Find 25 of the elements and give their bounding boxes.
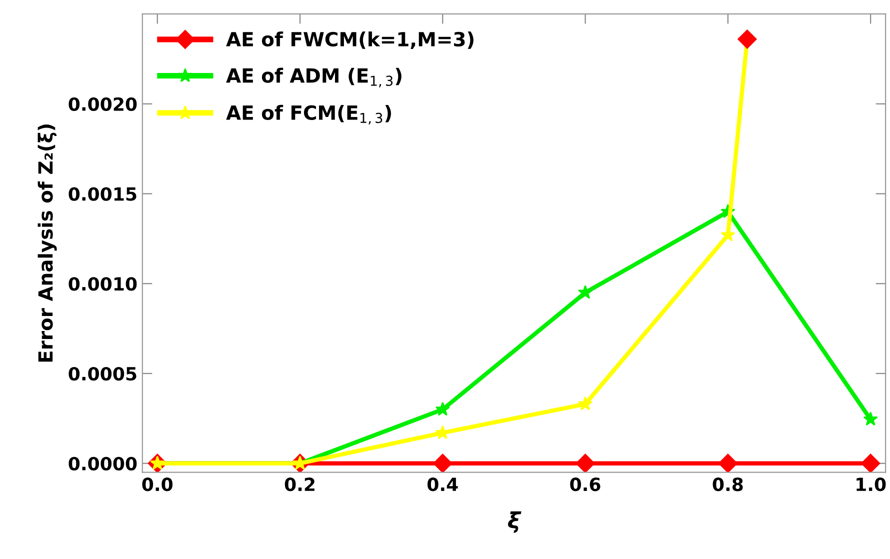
x-tick-label: 0.4 — [428, 478, 458, 492]
point — [738, 30, 757, 49]
legend-label: AE of FWCM(k=1,M=3) — [226, 31, 474, 50]
x-axis-title: ξ — [508, 511, 522, 533]
point — [576, 454, 595, 472]
x-tick-label: 0.0 — [142, 478, 173, 492]
x-tick-label: 0.6 — [570, 478, 600, 492]
y-tick-label: 0.0015 — [68, 187, 136, 201]
y-axis-title: Error Analysis of Z₂(ξ) — [38, 124, 57, 362]
x-tick-label: 1.0 — [856, 478, 886, 492]
point — [861, 454, 880, 472]
x-tick-label: 0.2 — [284, 478, 314, 492]
point — [433, 454, 452, 472]
legend-label: AE of FCM(E$_{1,3}$) — [226, 104, 391, 124]
y-tick-label: 0.0020 — [68, 97, 137, 111]
y-tick-label: 0.0010 — [68, 277, 137, 291]
x-tick-label: 0.8 — [712, 478, 743, 492]
legend-label: AE of ADM (E$_{1,3}$) — [226, 68, 402, 88]
y-tick-label: 0.0005 — [68, 366, 136, 381]
point — [578, 396, 593, 410]
y-tick-label: 0.0000 — [68, 456, 137, 470]
point — [863, 412, 878, 426]
point — [435, 402, 450, 416]
point — [718, 454, 738, 472]
point — [578, 284, 593, 299]
